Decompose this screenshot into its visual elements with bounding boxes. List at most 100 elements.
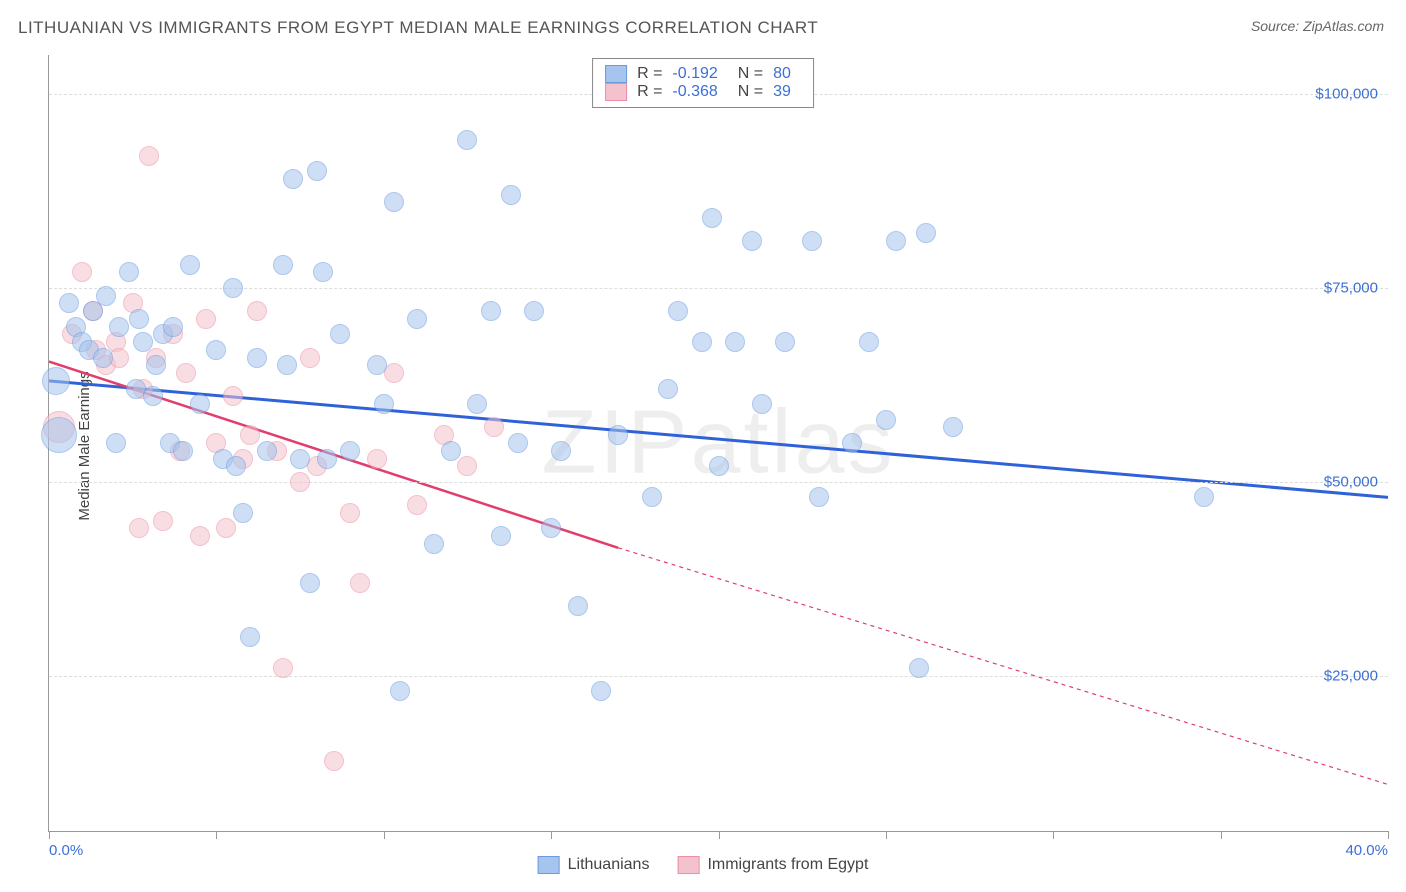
scatter-point [859, 332, 879, 352]
legend-item-1: Immigrants from Egypt [677, 856, 868, 874]
scatter-point [41, 417, 77, 453]
scatter-point [176, 363, 196, 383]
scatter-point [133, 332, 153, 352]
scatter-point [300, 573, 320, 593]
x-tick [1221, 831, 1222, 839]
scatter-point [752, 394, 772, 414]
scatter-point [129, 518, 149, 538]
scatter-point [384, 192, 404, 212]
x-axis-max-label: 40.0% [1345, 842, 1388, 859]
y-tick-label: $75,000 [1324, 279, 1378, 296]
scatter-point [340, 441, 360, 461]
x-tick [719, 831, 720, 839]
scatter-point [508, 433, 528, 453]
gridline-h [49, 482, 1388, 483]
chart-title: LITHUANIAN VS IMMIGRANTS FROM EGYPT MEDI… [18, 18, 818, 38]
scatter-point [273, 658, 293, 678]
scatter-point [909, 658, 929, 678]
scatter-point [324, 751, 344, 771]
x-tick [551, 831, 552, 839]
scatter-point [109, 317, 129, 337]
scatter-point [702, 208, 722, 228]
scatter-point [180, 255, 200, 275]
scatter-point [842, 433, 862, 453]
scatter-point [340, 503, 360, 523]
scatter-point [307, 161, 327, 181]
scatter-point [283, 169, 303, 189]
legend-label-0: Lithuanians [568, 856, 650, 874]
scatter-point [247, 301, 267, 321]
scatter-point [290, 449, 310, 469]
gridline-h [49, 676, 1388, 677]
scatter-point [775, 332, 795, 352]
scatter-point [233, 503, 253, 523]
scatter-point [42, 367, 70, 395]
x-tick [1388, 831, 1389, 839]
x-tick [49, 831, 50, 839]
scatter-point [725, 332, 745, 352]
scatter-point [223, 386, 243, 406]
scatter-point [216, 518, 236, 538]
scatter-point [742, 231, 762, 251]
legend-swatch-0 [538, 856, 560, 874]
n-value-0: 80 [773, 65, 791, 83]
scatter-point [943, 417, 963, 437]
swatch-series-0 [605, 65, 627, 83]
scatter-point [153, 511, 173, 531]
n-value-1: 39 [773, 83, 791, 101]
scatter-point [692, 332, 712, 352]
scatter-point [467, 394, 487, 414]
scatter-point [802, 231, 822, 251]
scatter-point [277, 355, 297, 375]
r-label: R = [637, 65, 662, 83]
r-value-1: -0.368 [672, 83, 717, 101]
scatter-point [658, 379, 678, 399]
scatter-point [551, 441, 571, 461]
legend-label-1: Immigrants from Egypt [707, 856, 868, 874]
scatter-point [273, 255, 293, 275]
scatter-point [591, 681, 611, 701]
scatter-point [668, 301, 688, 321]
scatter-point [568, 596, 588, 616]
scatter-point [143, 386, 163, 406]
y-tick-label: $25,000 [1324, 667, 1378, 684]
scatter-point [129, 309, 149, 329]
stats-row-series-0: R = -0.192 N = 80 [605, 65, 801, 83]
scatter-point [240, 425, 260, 445]
scatter-point [367, 449, 387, 469]
scatter-point [886, 231, 906, 251]
stats-row-series-1: R = -0.368 N = 39 [605, 83, 801, 101]
scatter-point [300, 348, 320, 368]
legend-swatch-1 [677, 856, 699, 874]
scatter-point [106, 433, 126, 453]
scatter-point [484, 417, 504, 437]
scatter-point [709, 456, 729, 476]
x-tick [886, 831, 887, 839]
scatter-point [93, 348, 113, 368]
scatter-point [247, 348, 267, 368]
scatter-point [491, 526, 511, 546]
scatter-point [876, 410, 896, 430]
bottom-legend: Lithuanians Immigrants from Egypt [538, 856, 869, 874]
scatter-point [59, 293, 79, 313]
x-tick [1053, 831, 1054, 839]
scatter-point [501, 185, 521, 205]
scatter-point [190, 394, 210, 414]
y-tick-label: $100,000 [1315, 85, 1378, 102]
scatter-point [457, 130, 477, 150]
scatter-point [223, 278, 243, 298]
gridline-h [49, 288, 1388, 289]
scatter-point [374, 394, 394, 414]
scatter-point [390, 681, 410, 701]
n-label: N = [738, 83, 763, 101]
scatter-point [407, 309, 427, 329]
scatter-point [313, 262, 333, 282]
x-tick [216, 831, 217, 839]
scatter-point [317, 449, 337, 469]
scatter-point [424, 534, 444, 554]
scatter-point [146, 355, 166, 375]
scatter-point [119, 262, 139, 282]
scatter-point [290, 472, 310, 492]
scatter-point [226, 456, 246, 476]
swatch-series-1 [605, 83, 627, 101]
